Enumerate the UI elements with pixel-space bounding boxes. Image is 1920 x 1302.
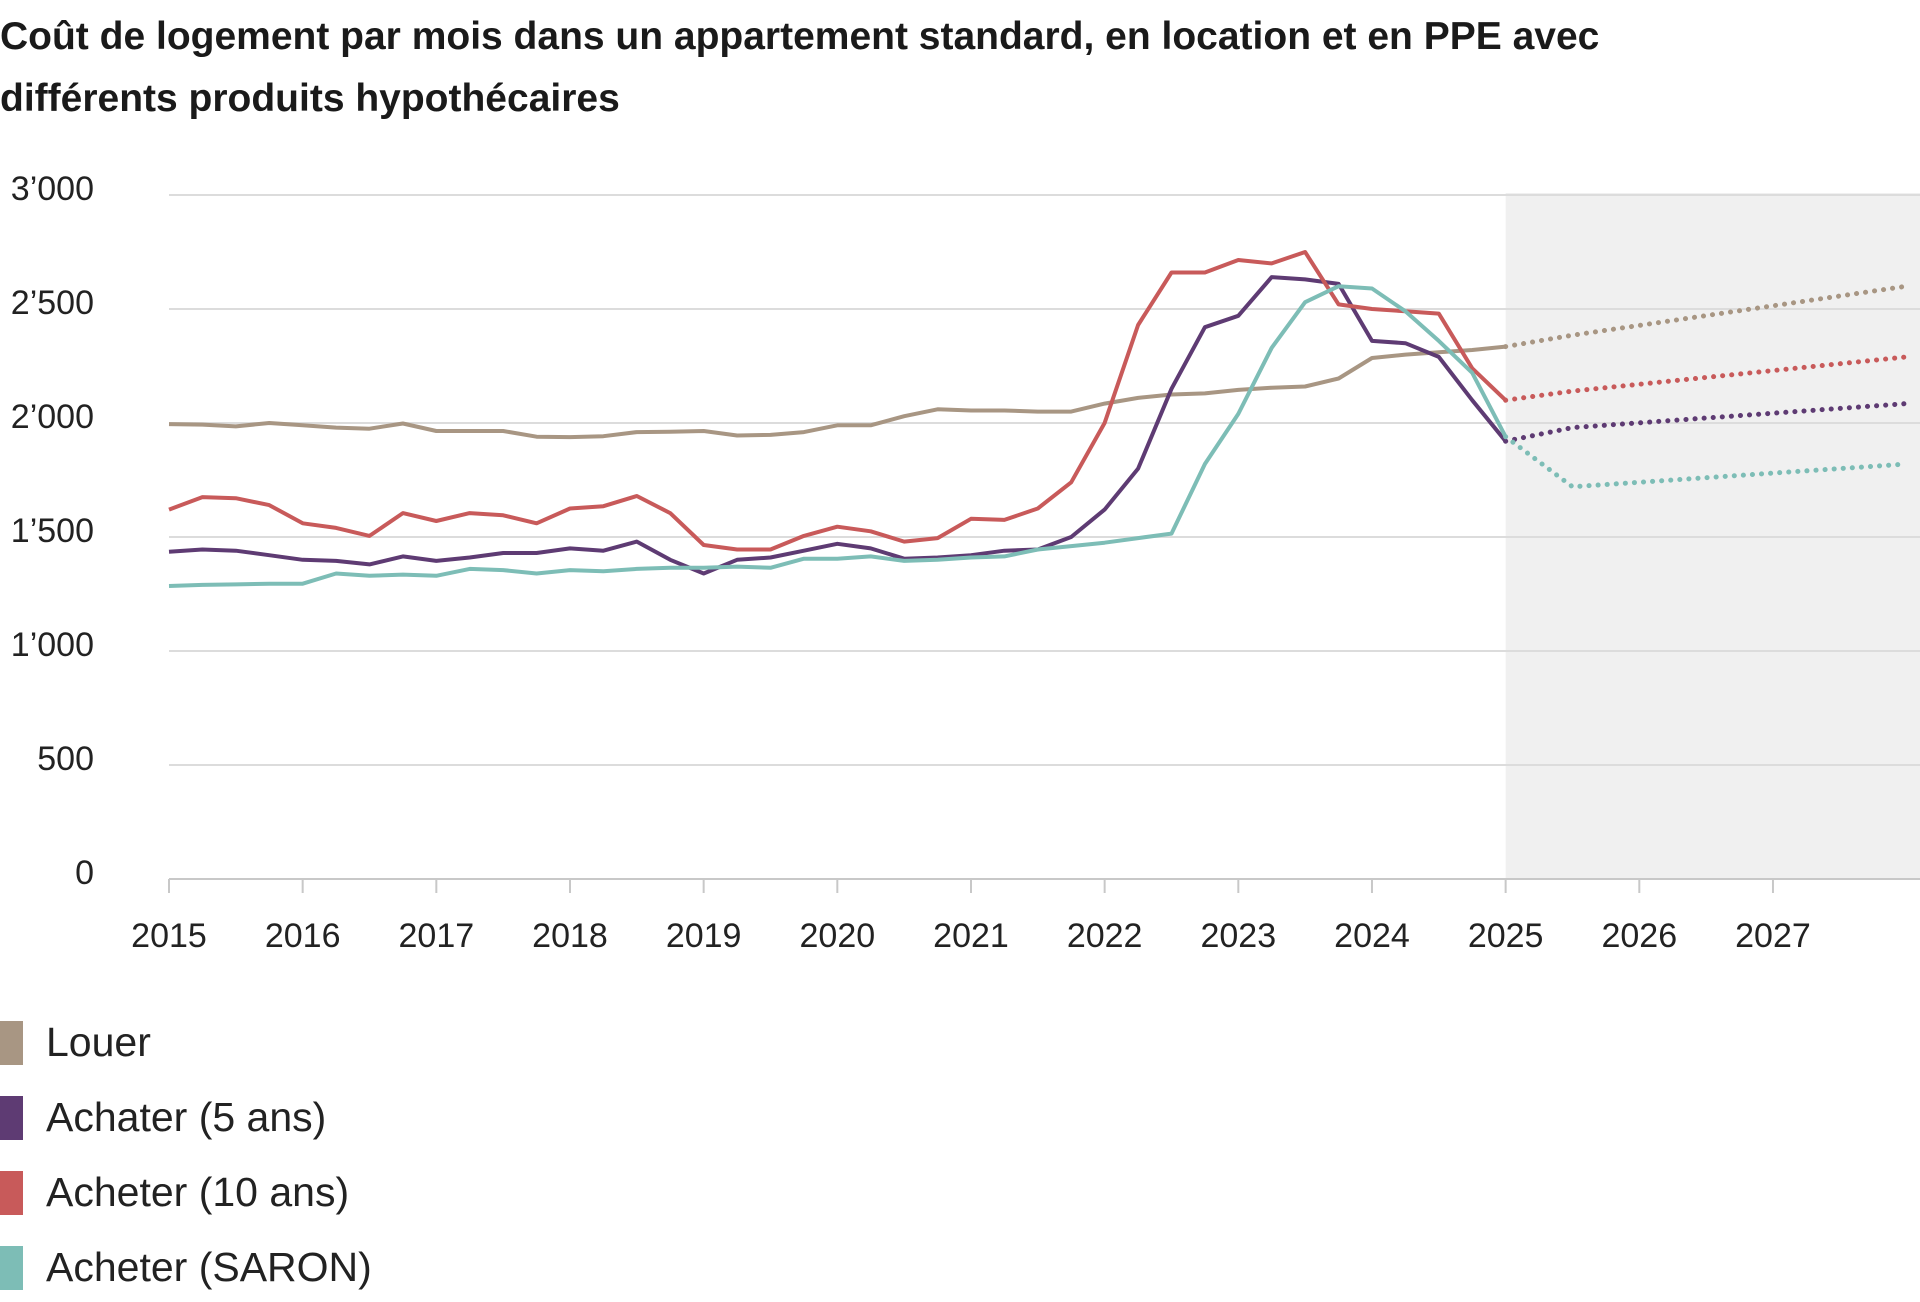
y-tick-label: 3’000 <box>11 170 94 208</box>
x-tick-label: 2017 <box>399 917 475 955</box>
series-line <box>168 275 1508 576</box>
y-tick-label: 0 <box>75 854 94 892</box>
legend-swatch <box>0 1021 23 1065</box>
x-tick-label: 2023 <box>1200 917 1276 955</box>
x-tick-label: 2025 <box>1468 917 1544 955</box>
x-tick-label: 2015 <box>131 917 207 955</box>
forecast-line <box>1503 434 1910 490</box>
forecast-line <box>1503 283 1910 350</box>
legend-label: Acheter (10 ans) <box>46 1169 349 1215</box>
legend-label: Achater (5 ans) <box>46 1094 326 1140</box>
x-tick-label: 2018 <box>532 917 608 955</box>
x-tick-label: 2019 <box>666 917 742 955</box>
series-line <box>168 250 1507 552</box>
y-tick-label: 1’500 <box>11 512 94 550</box>
forecast-line <box>1503 401 1910 444</box>
x-tick-label: 2021 <box>933 917 1009 955</box>
x-tick-label: 2027 <box>1735 917 1811 955</box>
x-tick-label: 2016 <box>265 917 341 955</box>
series-line <box>168 344 1506 440</box>
chart-title: Coût de logement par mois dans un appart… <box>0 15 1600 120</box>
x-tick-label: 2024 <box>1334 917 1410 955</box>
legend-swatch <box>0 1171 23 1215</box>
x-tick-label: 2022 <box>1067 917 1143 955</box>
y-tick-label: 1’000 <box>11 626 94 664</box>
legend-swatch <box>0 1096 23 1140</box>
legend-label: Acheter (SARON) <box>46 1244 372 1290</box>
y-tick-label: 2’000 <box>11 398 94 436</box>
legend-swatch <box>0 1246 23 1290</box>
x-tick-label: 2026 <box>1601 917 1677 955</box>
x-tick-label: 2020 <box>800 917 876 955</box>
forecast-line <box>1503 354 1910 403</box>
legend-label: Louer <box>46 1019 151 1065</box>
y-tick-label: 500 <box>37 740 94 778</box>
y-tick-label: 2’500 <box>11 284 94 322</box>
series-line <box>168 284 1508 588</box>
